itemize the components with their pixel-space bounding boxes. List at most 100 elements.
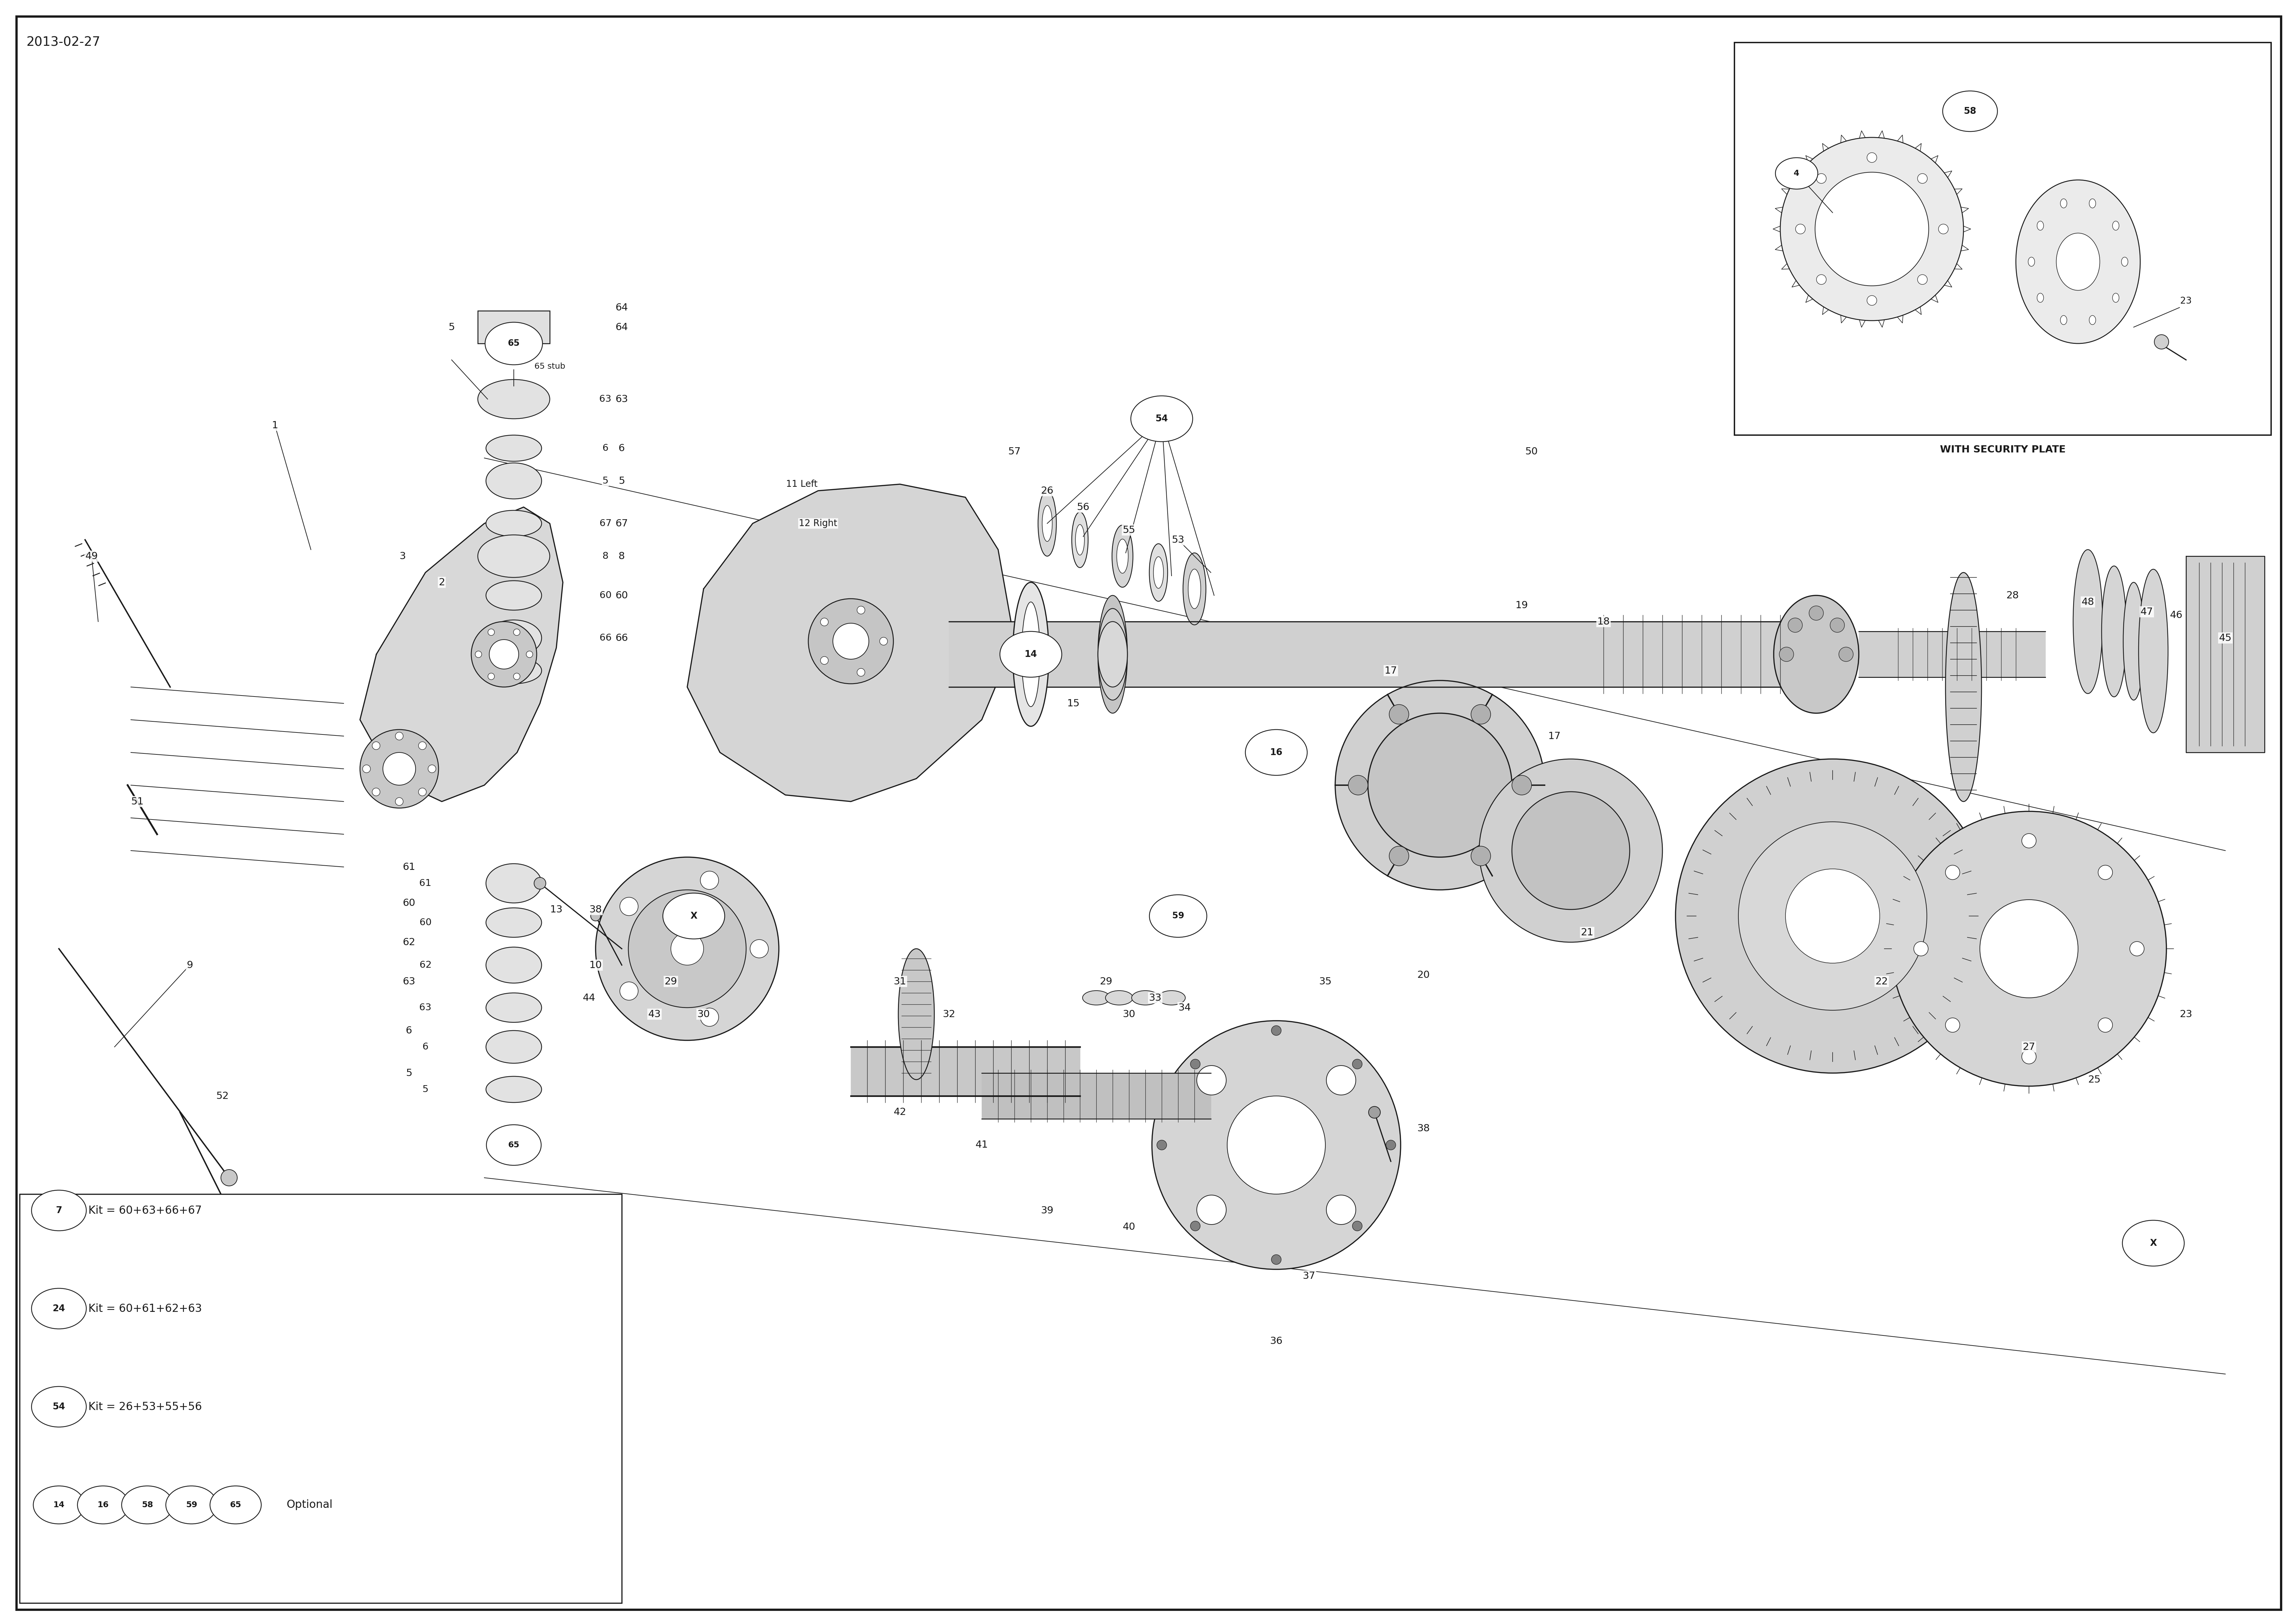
Text: 63: 63 bbox=[615, 394, 629, 404]
Circle shape bbox=[1867, 295, 1876, 305]
Ellipse shape bbox=[2073, 550, 2103, 693]
Text: 53: 53 bbox=[1171, 536, 1185, 545]
Circle shape bbox=[363, 764, 370, 773]
Text: 9: 9 bbox=[186, 961, 193, 971]
Text: 19: 19 bbox=[1515, 601, 1529, 610]
Text: Optional: Optional bbox=[287, 1500, 333, 1511]
Text: 14: 14 bbox=[1024, 649, 1038, 659]
Text: 37: 37 bbox=[1302, 1271, 1316, 1281]
Ellipse shape bbox=[1150, 894, 1208, 938]
Circle shape bbox=[1816, 172, 1929, 286]
Ellipse shape bbox=[1042, 505, 1052, 542]
Circle shape bbox=[2099, 1018, 2112, 1032]
Circle shape bbox=[1511, 776, 1531, 795]
Text: 57: 57 bbox=[1008, 446, 1022, 456]
Text: 2: 2 bbox=[439, 578, 445, 588]
Bar bbox=[478, 310, 549, 344]
Text: 6: 6 bbox=[618, 443, 625, 453]
Text: X: X bbox=[2149, 1238, 2156, 1248]
Circle shape bbox=[489, 639, 519, 669]
Circle shape bbox=[1945, 865, 1961, 880]
Text: 65: 65 bbox=[507, 1141, 519, 1149]
Circle shape bbox=[1809, 605, 1823, 620]
Circle shape bbox=[395, 797, 404, 805]
Text: 52: 52 bbox=[216, 1091, 230, 1100]
Text: 65: 65 bbox=[507, 339, 519, 347]
Circle shape bbox=[418, 742, 427, 750]
Circle shape bbox=[1336, 680, 1545, 889]
Ellipse shape bbox=[1153, 557, 1164, 589]
Ellipse shape bbox=[2089, 198, 2096, 208]
Text: 38: 38 bbox=[1417, 1125, 1430, 1133]
Text: 62: 62 bbox=[420, 961, 432, 969]
Circle shape bbox=[1272, 1255, 1281, 1264]
Text: 58: 58 bbox=[142, 1501, 154, 1509]
Text: 59: 59 bbox=[186, 1501, 197, 1509]
Circle shape bbox=[700, 1008, 719, 1026]
Circle shape bbox=[2154, 334, 2170, 349]
Text: 16: 16 bbox=[1270, 748, 1283, 756]
Text: 54: 54 bbox=[53, 1402, 64, 1412]
Ellipse shape bbox=[165, 1487, 218, 1524]
Circle shape bbox=[1917, 274, 1926, 284]
Ellipse shape bbox=[1013, 583, 1049, 725]
Text: 48: 48 bbox=[2082, 597, 2094, 607]
Circle shape bbox=[1189, 1220, 1201, 1230]
Ellipse shape bbox=[487, 948, 542, 984]
Text: 39: 39 bbox=[1040, 1206, 1054, 1216]
Circle shape bbox=[808, 599, 893, 683]
Text: 6: 6 bbox=[602, 443, 608, 453]
Circle shape bbox=[1226, 1096, 1325, 1195]
Circle shape bbox=[1389, 846, 1410, 865]
Circle shape bbox=[1189, 1060, 1201, 1070]
Ellipse shape bbox=[1075, 524, 1084, 555]
Text: 11 Left: 11 Left bbox=[785, 480, 817, 489]
Text: 30: 30 bbox=[1123, 1010, 1137, 1019]
Circle shape bbox=[1153, 1021, 1401, 1269]
Text: 28: 28 bbox=[2007, 591, 2018, 601]
Text: 15: 15 bbox=[1068, 698, 1079, 708]
Circle shape bbox=[372, 742, 381, 750]
Text: 5: 5 bbox=[602, 476, 608, 485]
Text: 21: 21 bbox=[1582, 928, 1593, 936]
Ellipse shape bbox=[487, 863, 542, 902]
Text: 38: 38 bbox=[590, 904, 602, 914]
Circle shape bbox=[220, 1170, 236, 1186]
Ellipse shape bbox=[2027, 256, 2034, 266]
Circle shape bbox=[1479, 760, 1662, 943]
Circle shape bbox=[1786, 868, 1880, 962]
Circle shape bbox=[595, 857, 778, 1040]
Text: 67: 67 bbox=[599, 519, 611, 527]
Circle shape bbox=[1327, 1195, 1357, 1224]
Ellipse shape bbox=[2122, 1220, 2183, 1266]
Text: 17: 17 bbox=[1384, 665, 1398, 675]
Ellipse shape bbox=[1157, 990, 1185, 1005]
Text: 61: 61 bbox=[420, 878, 432, 888]
Text: 18: 18 bbox=[1598, 617, 1609, 626]
Text: 62: 62 bbox=[402, 938, 416, 946]
Ellipse shape bbox=[1775, 157, 1818, 190]
Ellipse shape bbox=[2057, 234, 2101, 291]
Ellipse shape bbox=[1244, 730, 1306, 776]
Circle shape bbox=[475, 651, 482, 657]
Circle shape bbox=[879, 638, 889, 646]
Text: 3: 3 bbox=[400, 552, 406, 562]
Circle shape bbox=[1196, 1066, 1226, 1096]
Circle shape bbox=[1779, 648, 1793, 662]
Circle shape bbox=[514, 630, 519, 636]
Text: 8: 8 bbox=[618, 552, 625, 562]
Circle shape bbox=[620, 982, 638, 1000]
Circle shape bbox=[427, 764, 436, 773]
Circle shape bbox=[1676, 760, 1991, 1073]
Text: 66: 66 bbox=[615, 633, 629, 643]
Ellipse shape bbox=[2037, 294, 2043, 302]
Text: 32: 32 bbox=[944, 1010, 955, 1019]
Text: 42: 42 bbox=[893, 1107, 907, 1117]
Text: Kit = 60+63+66+67: Kit = 60+63+66+67 bbox=[87, 1204, 202, 1216]
Ellipse shape bbox=[484, 323, 542, 365]
Circle shape bbox=[2099, 865, 2112, 880]
Text: 31: 31 bbox=[893, 977, 907, 987]
Ellipse shape bbox=[487, 581, 542, 610]
Text: 25: 25 bbox=[2087, 1074, 2101, 1084]
Ellipse shape bbox=[1150, 544, 1169, 601]
